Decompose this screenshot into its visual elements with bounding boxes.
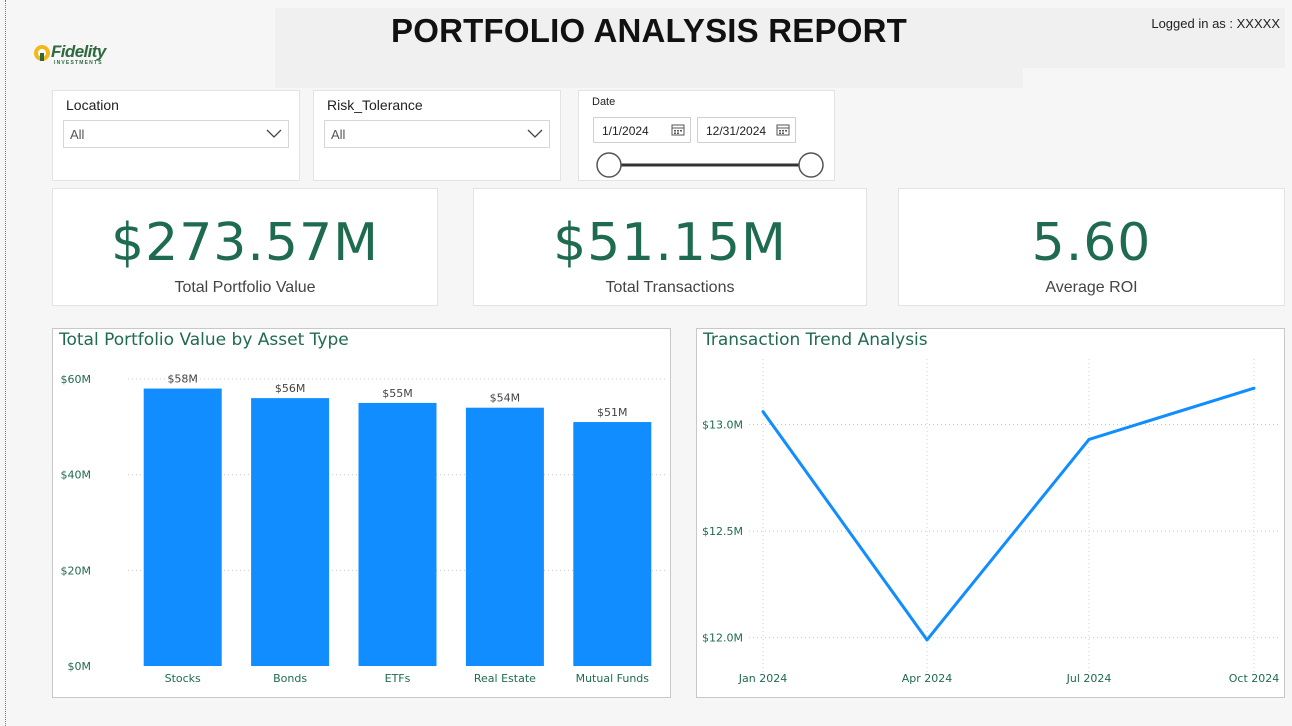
- start-date-value: 1/1/2024: [602, 124, 649, 138]
- kpi-card-roi: 5.60 Average ROI: [898, 188, 1285, 306]
- x-tick-label: Apr 2024: [902, 672, 953, 685]
- y-tick-label: $40M: [61, 469, 92, 482]
- y-tick-label: $12.0M: [702, 632, 743, 645]
- data-point: [1252, 386, 1256, 390]
- data-label: $55M: [382, 387, 413, 400]
- calendar-icon[interactable]: [776, 123, 790, 136]
- data-label: $56M: [275, 382, 306, 395]
- data-label: $58M: [167, 373, 198, 386]
- start-date-input[interactable]: 1/1/2024: [593, 117, 691, 143]
- date-label: Date: [592, 96, 616, 108]
- data-label: $54M: [490, 392, 521, 405]
- header-right-band: [1023, 8, 1285, 68]
- data-point: [1087, 437, 1091, 441]
- line-chart: $12.0M $12.5M $13.0M Jan 2024 Apr 2024 Jul 20…: [702, 359, 1280, 685]
- location-label: Location: [66, 97, 119, 113]
- logo-text: Fidelity: [51, 42, 106, 61]
- x-tick-label: Oct 2024: [1229, 672, 1280, 685]
- bar-mutual-funds: [573, 422, 652, 666]
- kpi-card-transactions: $51.15M Total Transactions: [473, 188, 867, 306]
- kpi-label: Average ROI: [1045, 279, 1138, 296]
- x-tick-label: Jan 2024: [738, 672, 787, 685]
- x-tick-label: Bonds: [273, 672, 307, 685]
- chevron-down-icon: [266, 129, 282, 138]
- bar-etfs: [358, 402, 437, 666]
- fidelity-logo: Fidelity INVESTMENTS: [32, 40, 124, 68]
- page-title: PORTFOLIO ANALYSIS REPORT: [391, 12, 907, 49]
- risk-slicer: Risk_Tolerance All: [313, 90, 561, 181]
- series-line: [761, 386, 1255, 642]
- bar-chart-card: Total Portfolio Value by Asset Type $0M $…: [52, 328, 671, 698]
- location-slicer: Location All: [52, 90, 300, 181]
- location-dropdown[interactable]: All: [63, 120, 289, 148]
- x-tick-label: Stocks: [165, 672, 201, 685]
- bar-chart-title: Total Portfolio Value by Asset Type: [59, 330, 349, 350]
- page-left-guide: [5, 0, 6, 726]
- end-date-value: 12/31/2024: [706, 124, 767, 138]
- end-slider-handle[interactable]: [798, 152, 824, 178]
- line-chart-title: Transaction Trend Analysis: [703, 330, 928, 350]
- y-tick-label: $0M: [68, 660, 92, 673]
- chevron-down-icon: [527, 129, 543, 138]
- logo-subtext: INVESTMENTS: [54, 60, 103, 66]
- kpi-value: 5.60: [1031, 213, 1152, 273]
- y-tick-label: $20M: [61, 564, 92, 577]
- header-band: [275, 8, 1023, 88]
- data-label: $51M: [597, 406, 628, 419]
- end-date-input[interactable]: 12/31/2024: [697, 117, 796, 143]
- bar-real-estate: [465, 407, 544, 666]
- y-tick-label: $12.5M: [702, 525, 743, 538]
- data-point: [761, 410, 765, 414]
- logo-mark-icon: [34, 45, 50, 61]
- date-range-slider[interactable]: [593, 150, 829, 180]
- kpi-label: Total Transactions: [605, 279, 735, 296]
- x-tick-label: Real Estate: [474, 672, 536, 685]
- y-tick-label: $60M: [61, 373, 92, 386]
- line-chart-card: Transaction Trend Analysis $12.0M $12.5M $…: [696, 328, 1285, 698]
- x-tick-label: ETFs: [385, 672, 411, 685]
- bar-bonds: [251, 398, 330, 666]
- date-slicer: Date 1/1/2024 12/31/2024: [578, 90, 835, 181]
- kpi-card-portfolio: $273.57M Total Portfolio Value: [52, 188, 438, 306]
- data-point: [925, 638, 929, 642]
- risk-label: Risk_Tolerance: [327, 97, 423, 113]
- kpi-label: Total Portfolio Value: [174, 279, 316, 296]
- start-slider-handle[interactable]: [596, 152, 622, 178]
- x-tick-label: Mutual Funds: [576, 672, 650, 685]
- bar-chart: $0M $20M $40M $60M $58M Stocks $56M Bonds $55M ET…: [61, 373, 665, 685]
- x-tick-label: Jul 2024: [1066, 672, 1112, 685]
- risk-value: All: [331, 127, 346, 142]
- kpi-value: $273.57M: [111, 213, 379, 273]
- calendar-icon[interactable]: [671, 123, 685, 136]
- y-tick-label: $13.0M: [702, 418, 743, 431]
- risk-dropdown[interactable]: All: [324, 120, 550, 148]
- kpi-value: $51.15M: [553, 213, 787, 273]
- bar-stocks: [143, 388, 222, 666]
- location-value: All: [70, 127, 85, 142]
- logged-in-status: Logged in as : XXXXX: [1151, 16, 1280, 31]
